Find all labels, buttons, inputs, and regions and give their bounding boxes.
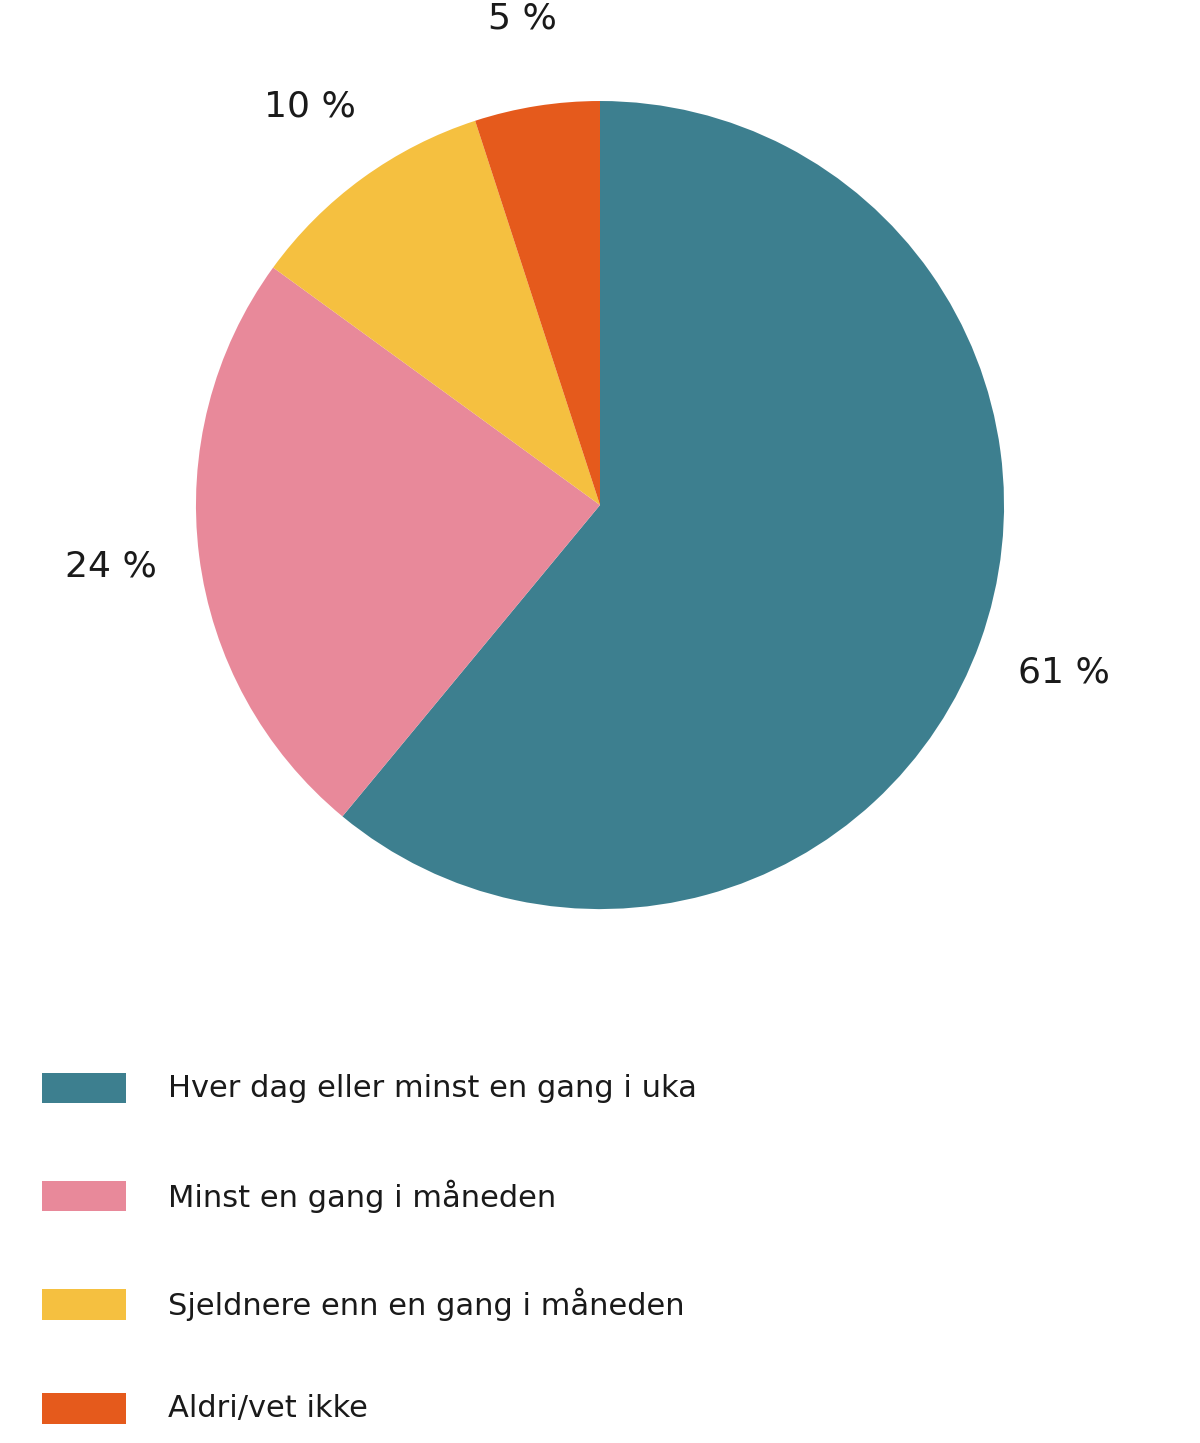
Text: Hver dag eller minst en gang i uka: Hver dag eller minst en gang i uka [168, 1074, 697, 1102]
FancyBboxPatch shape [42, 1394, 126, 1423]
Text: Aldri/vet ikke: Aldri/vet ikke [168, 1394, 368, 1423]
Text: 61 %: 61 % [1018, 655, 1110, 688]
Wedge shape [342, 101, 1004, 909]
Wedge shape [475, 101, 600, 505]
FancyBboxPatch shape [42, 1290, 126, 1319]
FancyBboxPatch shape [42, 1180, 126, 1212]
FancyBboxPatch shape [42, 1074, 126, 1104]
Text: 24 %: 24 % [65, 550, 157, 584]
Text: Minst en gang i måneden: Minst en gang i måneden [168, 1179, 557, 1214]
Wedge shape [274, 121, 600, 505]
Wedge shape [196, 267, 600, 817]
Text: Sjeldnere enn en gang i måneden: Sjeldnere enn en gang i måneden [168, 1287, 685, 1322]
Text: 10 %: 10 % [264, 89, 356, 123]
Text: 5 %: 5 % [488, 1, 557, 35]
